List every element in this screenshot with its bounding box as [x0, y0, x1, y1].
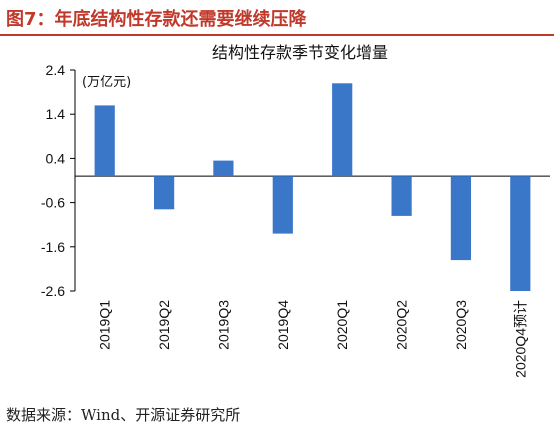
figure-title: 图7：年底结构性存款还需要继续压降	[6, 9, 307, 30]
bar	[154, 176, 175, 210]
x-category-label: 2020Q4预计	[512, 300, 528, 378]
figure-header: 图7：年底结构性存款还需要继续压降	[0, 0, 554, 36]
y-tick-label: 2.4	[46, 62, 66, 78]
y-tick-label: -1.6	[41, 239, 65, 255]
bar	[94, 105, 115, 177]
bar	[213, 160, 234, 177]
y-tick-labels: 2.4 1.4 0.4 -0.6 -1.6 -2.6	[41, 62, 65, 299]
source-note: 数据来源：Wind、开源证券研究所	[6, 406, 241, 424]
x-category-label: 2019Q3	[215, 300, 231, 350]
x-category-label: 2020Q1	[334, 300, 350, 350]
x-category-label: 2019Q1	[97, 300, 113, 350]
bar	[272, 176, 293, 234]
bar	[510, 176, 531, 291]
bar	[450, 176, 471, 261]
y-tick-label: 0.4	[46, 150, 66, 166]
x-category-labels: 2019Q1 2019Q2 2019Q3 2019Q4 2020Q1 2020Q2 2020…	[97, 300, 529, 378]
y-tick-label: -0.6	[41, 195, 65, 211]
y-tick-label: 1.4	[46, 106, 66, 122]
axes	[70, 69, 550, 292]
x-category-label: 2020Q2	[394, 300, 410, 350]
x-category-label: 2020Q3	[453, 300, 469, 350]
y-tick-label: -2.6	[41, 283, 65, 299]
bars	[94, 83, 531, 291]
bar	[332, 83, 353, 177]
x-category-label: 2019Q2	[156, 300, 172, 350]
x-category-label: 2019Q4	[275, 300, 291, 350]
chart-title: 结构性存款季节变化增量	[212, 43, 388, 62]
bar-chart: 结构性存款季节变化增量 (万亿元) 2.41.40.4-0.6-1.6-2.6 …	[41, 43, 550, 378]
bar	[391, 176, 412, 216]
unit-label: (万亿元)	[82, 75, 131, 90]
